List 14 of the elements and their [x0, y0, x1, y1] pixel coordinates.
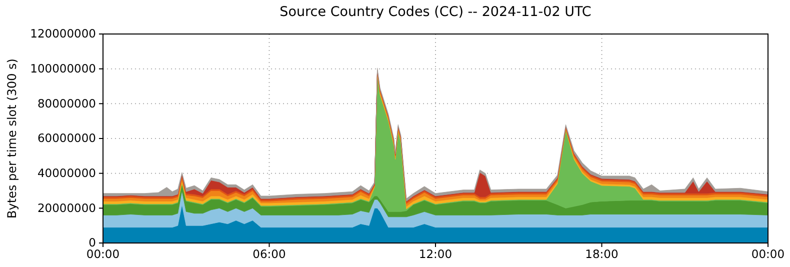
chart-title: Source Country Codes (CC) -- 2024-11-02 UTC [280, 4, 592, 20]
y-tick-label: 20000000 [37, 200, 96, 215]
x-tick-label: 00:00 [751, 247, 785, 262]
x-tick-label: 00:00 [86, 247, 120, 262]
x-tick-label: 18:00 [585, 247, 618, 262]
y-tick-label: 100000000 [30, 62, 96, 76]
y-tick-label: 40000000 [37, 166, 96, 180]
y-axis-title: Bytes per time slot (300 s) [5, 58, 19, 218]
y-tick-label: 0 [88, 236, 96, 250]
y-tick-label: 120000000 [30, 26, 96, 41]
x-tick-label: 06:00 [252, 247, 286, 262]
x-tick-label: 12:00 [418, 247, 452, 262]
y-tick-label: 80000000 [37, 96, 96, 110]
y-tick-label: 60000000 [37, 131, 96, 146]
